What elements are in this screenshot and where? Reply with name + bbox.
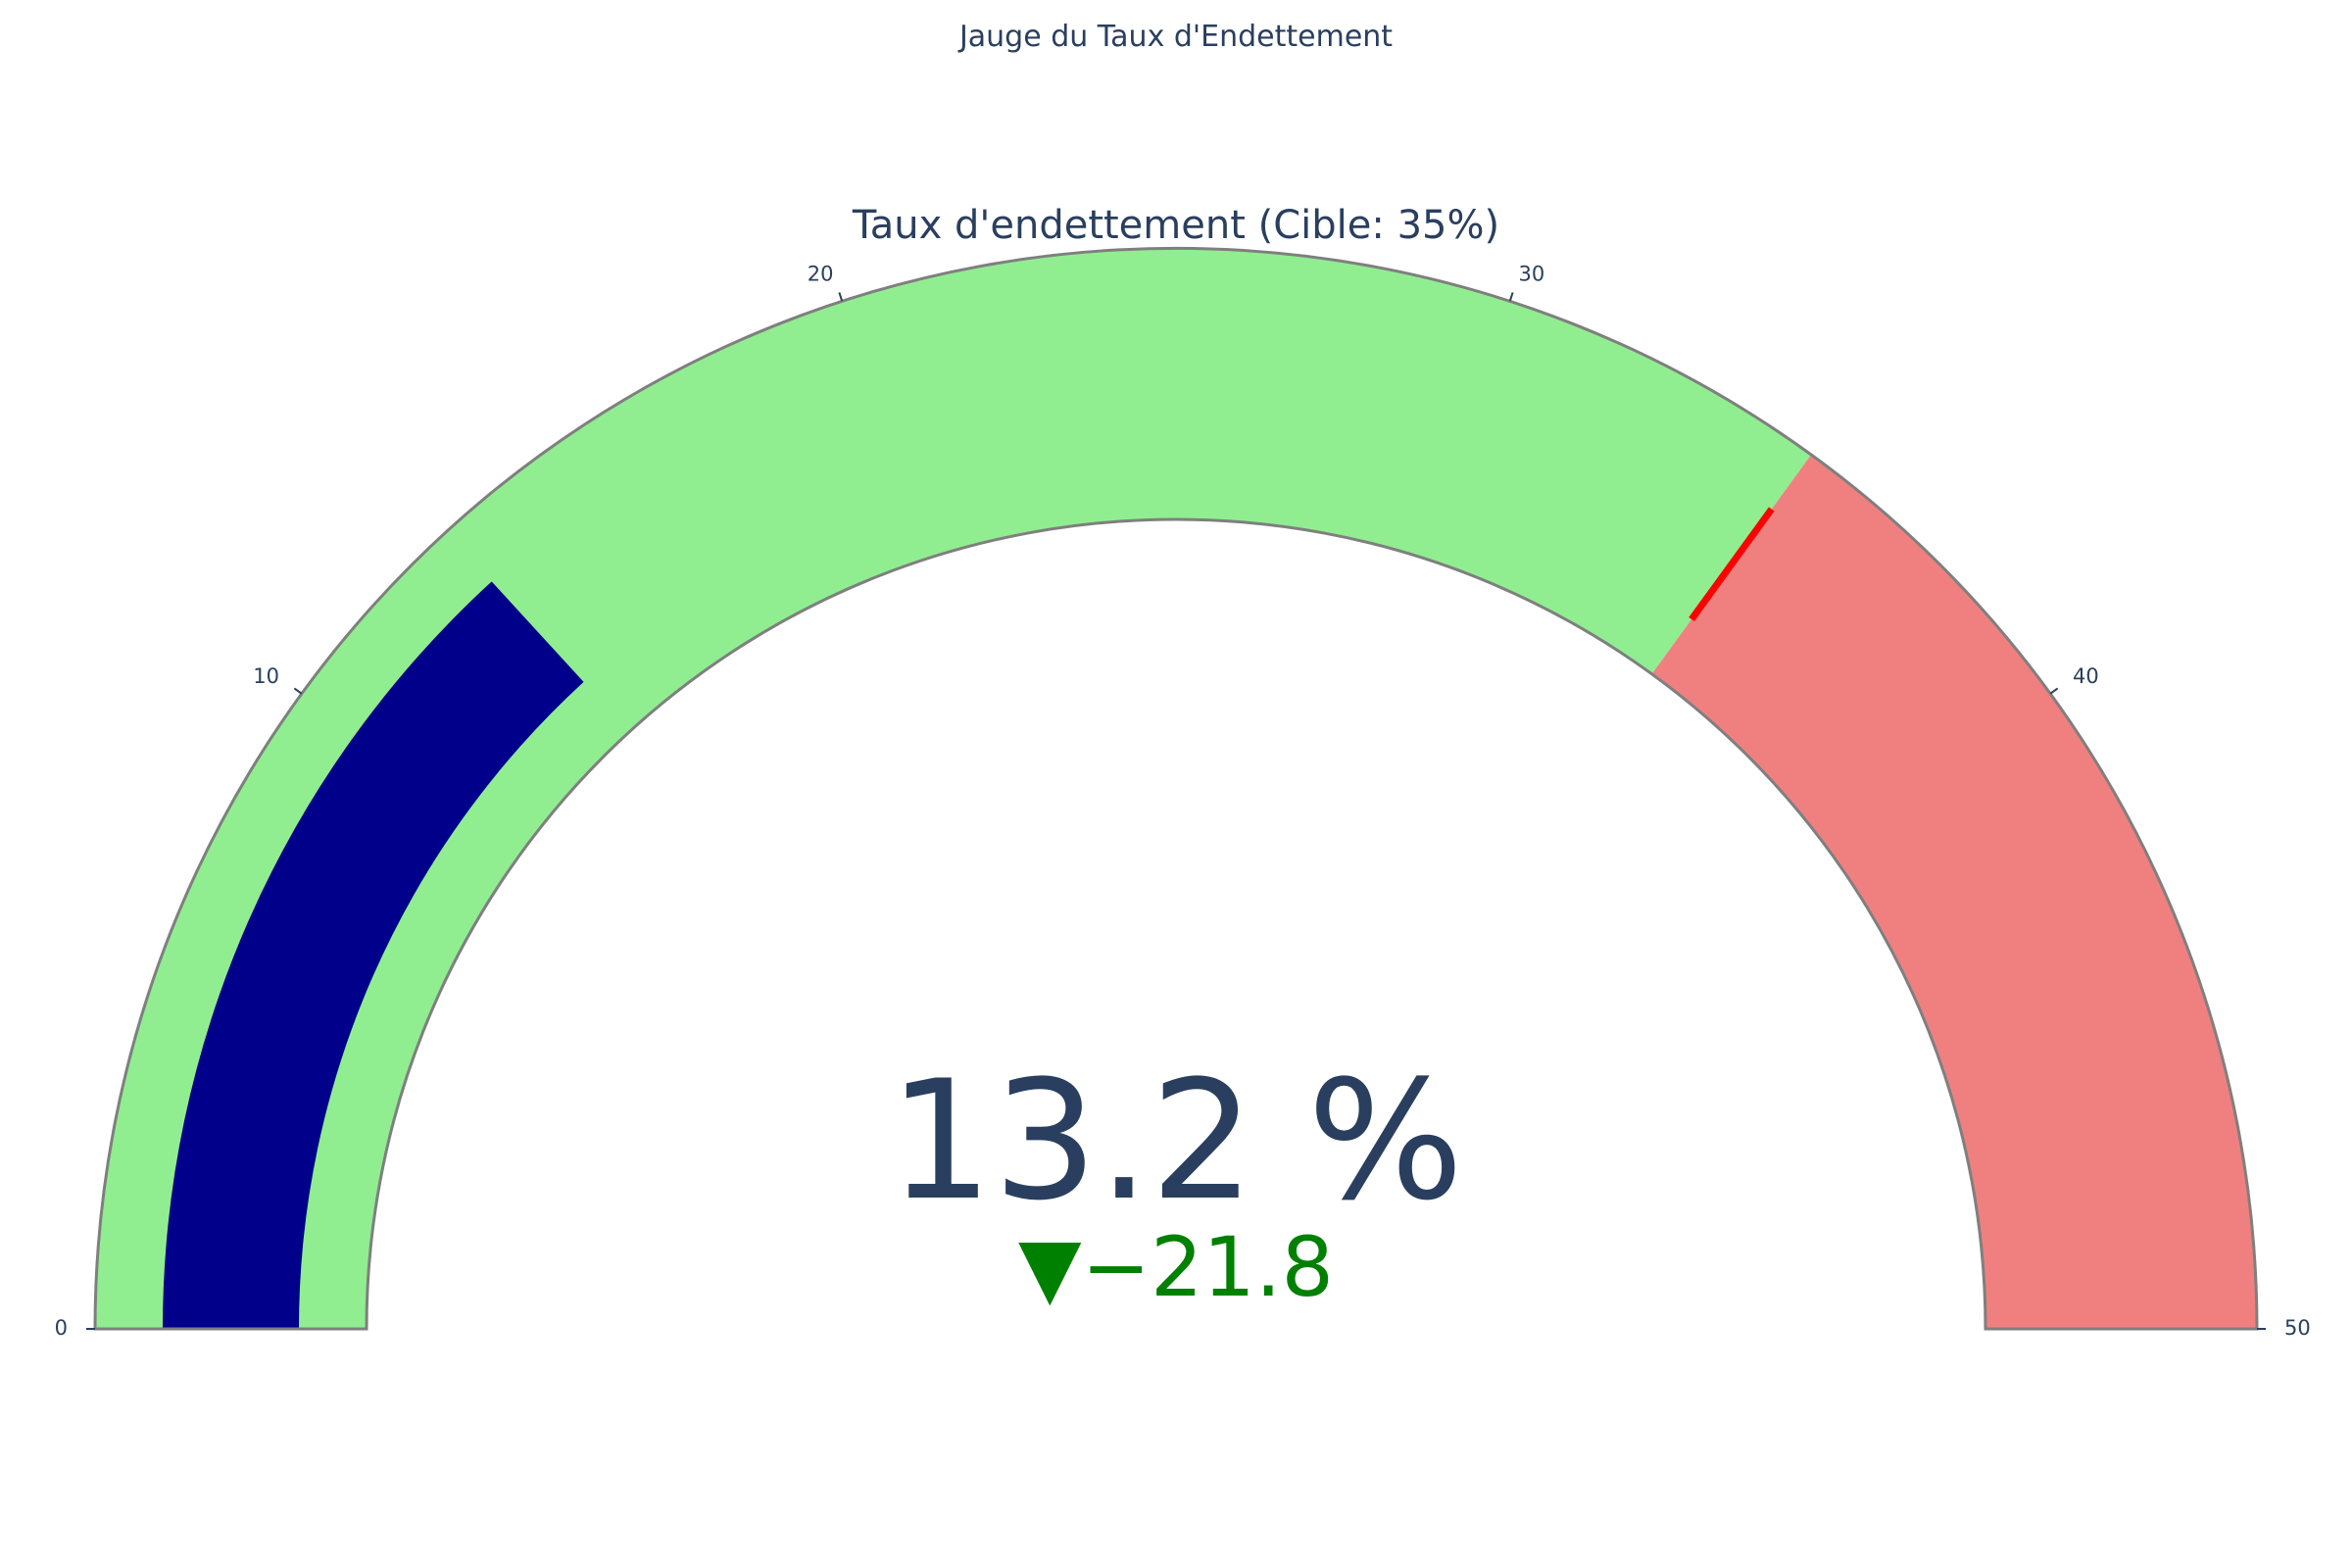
gauge-tick-label-4: 40 [2073, 664, 2099, 688]
gauge-delta: ▼−21.8 [1018, 1219, 1334, 1315]
gauge-tick-3 [1508, 292, 1514, 302]
gauge-tick-label-1: 10 [253, 664, 279, 688]
gauge-step-0 [95, 247, 1812, 1329]
gauge-tick-4 [2049, 687, 2059, 695]
gauge-tick-label-5: 50 [2284, 1316, 2311, 1340]
gauge-tick-2 [838, 292, 844, 302]
gauge-step-1 [1651, 454, 2257, 1329]
gauge-tick-1 [293, 687, 303, 695]
gauge-title: Taux d'endettement (Cible: 35%) [852, 203, 1499, 248]
gauge-border [93, 246, 2259, 1331]
gauge-tick-label-3: 30 [1519, 262, 1545, 285]
gauge-value: 13.2 % [888, 1045, 1463, 1237]
gauge-value-bar [163, 581, 584, 1329]
gauge-threshold-line [1689, 507, 1775, 621]
chart-title: Jauge du Taux d'Endettement [957, 20, 1393, 54]
gauge-tick-label-2: 20 [808, 262, 834, 285]
gauge-tick-label-0: 0 [55, 1316, 68, 1340]
